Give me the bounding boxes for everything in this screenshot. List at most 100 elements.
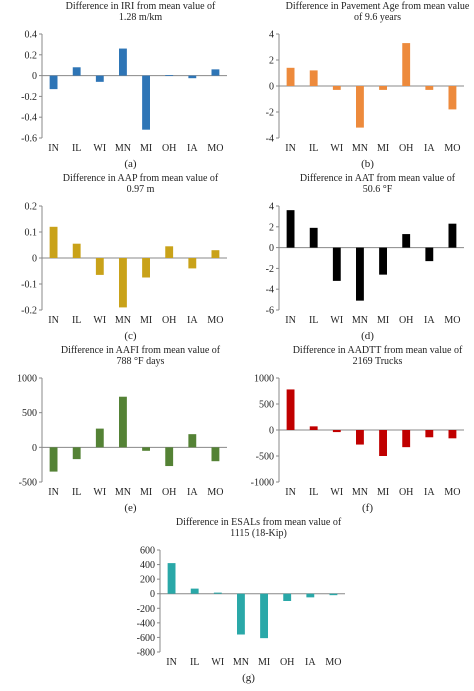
chart-e-title-line: 788 °F days	[117, 356, 165, 367]
chart-e-y-tick-label: -500	[19, 478, 37, 489]
chart-b-y-tick-label: 0	[269, 82, 274, 93]
chart-b-bar-wi	[332, 86, 341, 90]
chart-e-y-tick-label: 500	[22, 408, 37, 419]
chart-b-y-tick-label: 2	[269, 56, 274, 67]
chart-c-y-tick-label: 0	[32, 254, 37, 265]
chart-a-bar-il	[72, 67, 81, 76]
chart-d-x-tick-label: WI	[330, 315, 343, 326]
chart-c-y-tick-label: -0.2	[21, 306, 37, 317]
chart-c-x-tick-label: MI	[140, 315, 152, 326]
chart-d-x-tick-label: MI	[377, 315, 389, 326]
chart-e-x-tick-label: WI	[93, 487, 106, 498]
chart-f-x-tick-label: MI	[377, 487, 389, 498]
chart-f-bar-mn	[356, 430, 364, 445]
chart-a-x-tick-label: MO	[207, 143, 223, 154]
chart-f-bar-il	[309, 426, 318, 430]
chart-e-x-tick-label: MO	[207, 487, 223, 498]
chart-d-y-tick-label: 0	[269, 243, 274, 254]
chart-d-x-tick-label: MN	[352, 315, 368, 326]
chart-a-y-tick-label: -0.6	[21, 134, 37, 145]
chart-g-x-tick-label: MN	[233, 657, 249, 668]
chart-f-bar-wi	[332, 430, 341, 433]
chart-e-x-tick-label: MN	[115, 487, 131, 498]
chart-f-bar-oh	[402, 430, 411, 448]
chart-f-title-line: Difference in AADTT from mean value of	[293, 345, 463, 356]
chart-c-x-tick-label: MO	[207, 315, 223, 326]
chart-f-x-tick-label: MO	[444, 487, 460, 498]
chart-a-y-tick-label: -0.4	[21, 113, 37, 124]
chart-d-y-tick-label: 2	[269, 222, 274, 233]
chart-d-title-line: Difference in AAT from mean value of	[300, 173, 456, 184]
chart-e-y-tick-label: 0	[32, 443, 37, 454]
chart-g-bar-wi	[213, 592, 222, 594]
chart-b-y-tick-label: 4	[269, 30, 274, 41]
chart-e-x-tick-label: MI	[140, 487, 152, 498]
chart-e-x-tick-label: IL	[72, 487, 81, 498]
chart-c-x-tick-label: IN	[48, 315, 59, 326]
chart-c-y-tick-label: 0.2	[25, 202, 38, 213]
chart-b-title-line: Difference in Pavement Age from mean val…	[286, 1, 470, 12]
chart-d-bar-il	[309, 227, 318, 248]
chart-f-x-tick-label: OH	[399, 487, 413, 498]
chart-d-x-tick-label: IL	[309, 315, 318, 326]
chart-d-x-tick-label: IN	[285, 315, 296, 326]
chart-a-x-tick-label: OH	[162, 143, 176, 154]
chart-g-bar-il	[190, 588, 199, 594]
chart-e-bar-wi	[95, 428, 104, 448]
chart-b-title-line: of 9.6 years	[354, 12, 401, 23]
chart-e-x-tick-label: IN	[48, 487, 59, 498]
chart-d-bar-ia	[425, 247, 434, 262]
chart-g-x-tick-label: IN	[166, 657, 177, 668]
chart-f-y-tick-label: 500	[259, 400, 274, 411]
chart-panel-d: Difference in AAT from mean value of 50.6…	[237, 172, 474, 344]
chart-g-y-tick-label: 600	[140, 546, 155, 557]
chart-b-bar-oh	[402, 43, 411, 86]
chart-b-bar-ia	[425, 86, 434, 90]
chart-e-x-tick-label: OH	[162, 487, 176, 498]
chart-g-bar-in	[167, 563, 176, 594]
chart-f-bar-mi	[379, 430, 387, 456]
chart-g-x-tick-label: IL	[190, 657, 199, 668]
chart-f-bar-ia	[425, 430, 434, 438]
chart-g-x-tick-label: MI	[258, 657, 270, 668]
chart-panel-b: Difference in Pavement Age from mean val…	[237, 0, 474, 172]
chart-b-y-tick-label: -2	[266, 108, 274, 119]
chart-c-bar-mo	[211, 250, 220, 258]
chart-a-caption: (a)	[124, 158, 137, 170]
chart-a-x-tick-label: WI	[93, 143, 106, 154]
chart-panel-g: Difference in ESALs from mean value of 11…	[118, 516, 355, 686]
chart-a-bar-mn	[119, 48, 127, 76]
chart-e-bar-in	[49, 447, 58, 472]
chart-c-x-tick-label: IL	[72, 315, 81, 326]
chart-g-y-tick-label: 400	[140, 560, 155, 571]
chart-d-svg: Difference in AAT from mean value of50.6…	[266, 173, 464, 342]
chart-a-bar-wi	[95, 75, 104, 82]
chart-f-caption: (f)	[362, 502, 373, 514]
chart-a-x-tick-label: IN	[48, 143, 59, 154]
chart-panel-c: Difference in AAP from mean value of 0.97…	[0, 172, 237, 344]
chart-g-y-tick-label: -400	[137, 618, 155, 629]
chart-c-bar-wi	[95, 258, 104, 275]
chart-g-caption: (g)	[242, 672, 255, 684]
chart-b-y-tick-label: -4	[266, 134, 274, 145]
chart-g-bar-mn	[237, 593, 245, 635]
chart-e-y-tick-label: 1000	[17, 374, 37, 385]
chart-d-bar-mo	[448, 223, 457, 248]
chart-a-y-tick-label: 0.4	[25, 30, 38, 41]
chart-e-caption: (e)	[124, 502, 137, 514]
chart-f-y-tick-label: -500	[256, 452, 274, 463]
chart-b-caption: (b)	[361, 158, 374, 170]
chart-c-bar-mi	[142, 258, 150, 278]
chart-b-x-tick-label: IA	[424, 143, 435, 154]
chart-f-x-tick-label: MN	[352, 487, 368, 498]
chart-d-caption: (d)	[361, 330, 374, 342]
chart-f-x-tick-label: WI	[330, 487, 343, 498]
chart-g-svg: Difference in ESALs from mean value of11…	[137, 517, 345, 684]
chart-a-y-tick-label: 0.2	[25, 50, 38, 61]
chart-g-title-line: Difference in ESALs from mean value of	[176, 517, 342, 528]
chart-b-x-tick-label: WI	[330, 143, 343, 154]
chart-f-y-tick-label: -1000	[251, 478, 274, 489]
chart-b-x-tick-label: MI	[377, 143, 389, 154]
chart-b-svg: Difference in Pavement Age from mean val…	[266, 1, 470, 170]
chart-b-x-tick-label: MN	[352, 143, 368, 154]
